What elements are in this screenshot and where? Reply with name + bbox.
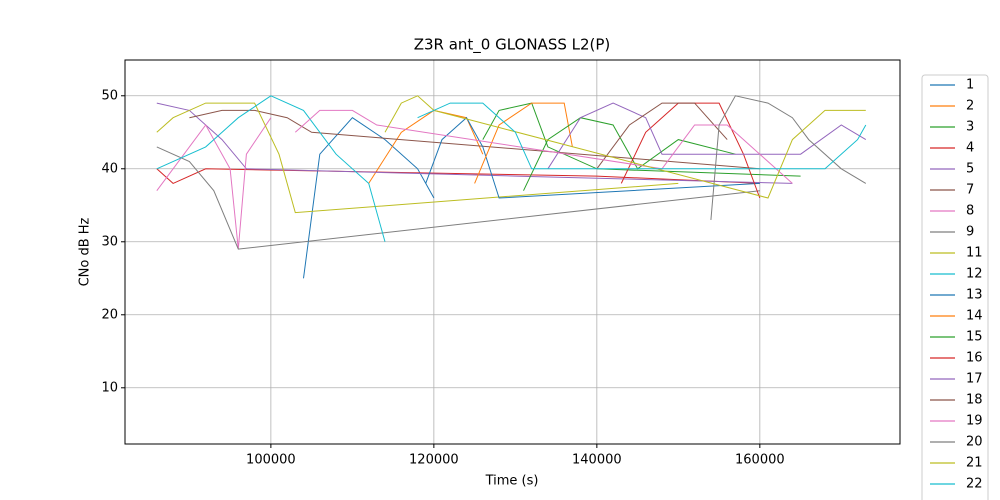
series-line — [474, 102, 573, 184]
legend-label: 18 — [966, 393, 983, 408]
x-tick-label: 140000 — [572, 453, 622, 468]
legend-label: 20 — [966, 435, 983, 450]
series-line — [523, 117, 736, 191]
legend-label: 7 — [966, 183, 974, 198]
x-tick-label: 160000 — [735, 453, 785, 468]
series-line — [596, 102, 728, 170]
series-line — [425, 116, 760, 199]
series-line — [156, 95, 386, 242]
series-line — [417, 102, 867, 170]
series-line — [547, 102, 867, 170]
y-tick-label: 40 — [101, 161, 118, 176]
legend-label: 11 — [966, 246, 983, 261]
y-tick-label: 20 — [101, 307, 118, 322]
legend-label: 17 — [966, 372, 983, 387]
series-line — [710, 95, 867, 220]
y-axis-label: CNo dB Hz — [78, 217, 93, 286]
legend-label: 16 — [966, 351, 983, 366]
y-tick-label: 30 — [101, 234, 118, 249]
legend-label: 2 — [966, 99, 974, 114]
legend-label: 4 — [966, 141, 974, 156]
x-tick-label: 100000 — [246, 453, 296, 468]
series-line — [156, 102, 679, 214]
legend-label: 9 — [966, 225, 974, 240]
legend-label: 21 — [966, 456, 983, 471]
legend-box — [921, 74, 989, 500]
legend-label: 3 — [966, 120, 974, 135]
series-line — [303, 117, 435, 279]
legend-label: 8 — [966, 204, 974, 219]
legend-label: 1 — [966, 78, 974, 93]
y-tick-label: 50 — [101, 88, 118, 103]
series-line — [384, 95, 866, 199]
legend-label: 13 — [966, 288, 983, 303]
legend-label: 14 — [966, 309, 983, 324]
chart-title: Z3R ant_0 GLONASS L2(P) — [414, 36, 611, 55]
y-tick-label: 10 — [101, 380, 118, 395]
x-axis-label: Time (s) — [485, 474, 539, 489]
series-line — [156, 117, 272, 250]
legend-label: 12 — [966, 267, 983, 282]
legend-label: 19 — [966, 414, 983, 429]
series-line — [189, 109, 760, 170]
series-line — [156, 102, 793, 184]
series-line — [620, 102, 761, 199]
legend-label: 22 — [966, 477, 983, 492]
legend-label: 5 — [966, 162, 974, 177]
x-tick-label: 120000 — [409, 453, 459, 468]
series-line — [156, 146, 760, 250]
series-line — [156, 168, 760, 184]
plot-frame — [124, 59, 901, 445]
legend-label: 15 — [966, 330, 983, 345]
